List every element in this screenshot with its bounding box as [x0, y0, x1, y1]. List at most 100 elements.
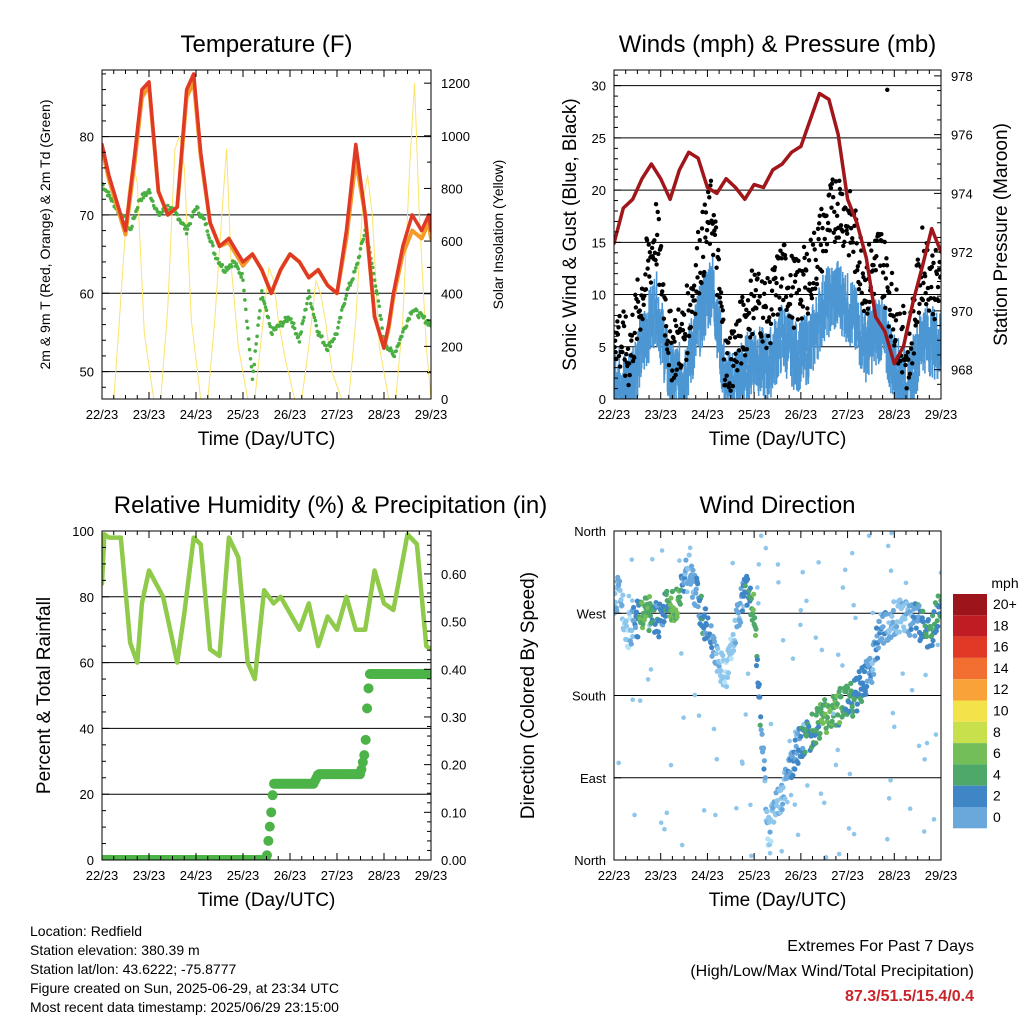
direction-marker [763, 545, 769, 551]
direction-marker [664, 810, 670, 816]
gust-marker [725, 351, 730, 356]
station-info: Location: Redfield Station elevation: 38… [30, 922, 339, 1017]
gust-marker [883, 276, 889, 281]
gust-marker [837, 186, 843, 192]
gust-marker [781, 297, 786, 303]
direction-marker [614, 590, 618, 597]
direction-marker [619, 602, 625, 608]
gust-marker [731, 363, 736, 369]
gust-marker [933, 247, 938, 253]
legend-label: 2 [993, 788, 1001, 804]
gust-marker [852, 223, 857, 228]
direction-marker [616, 760, 621, 766]
direction-marker [844, 685, 851, 691]
direction-marker [819, 647, 825, 653]
direction-marker [934, 618, 940, 624]
y2-tick-label: 400 [441, 287, 463, 302]
direction-marker [806, 724, 812, 730]
gust-marker [676, 307, 681, 312]
gust-marker [804, 268, 809, 273]
gust-marker [773, 293, 779, 298]
direction-marker [933, 732, 939, 737]
dew-point-marker [422, 314, 427, 319]
direction-marker [823, 725, 829, 731]
x-tick-label: 23/23 [133, 868, 166, 883]
direction-marker [637, 698, 643, 703]
direction-marker [733, 617, 739, 623]
direction-marker [849, 703, 855, 710]
gust-marker [905, 349, 910, 355]
direction-marker [861, 668, 867, 675]
y-tick-label: 60 [80, 286, 94, 301]
gust-marker [679, 321, 685, 327]
direction-marker [677, 601, 683, 607]
gust-marker [778, 248, 783, 253]
y2-axis-label: Station Pressure (Maroon) [991, 123, 1012, 346]
direction-marker [683, 557, 689, 563]
dew-point-marker [351, 277, 355, 281]
gust-marker [917, 301, 922, 307]
direction-marker [780, 637, 786, 643]
gust-marker [827, 192, 832, 197]
dew-point-marker [141, 195, 146, 200]
direction-marker [617, 587, 623, 593]
dew-point-marker [311, 312, 316, 317]
gust-marker [663, 297, 668, 302]
direction-marker [755, 585, 760, 590]
gust-marker [748, 335, 753, 340]
gust-marker [747, 327, 752, 332]
gust-marker [638, 327, 643, 332]
direction-marker [761, 766, 767, 772]
dew-point-marker [338, 315, 343, 320]
direction-marker [768, 721, 774, 727]
direction-marker [879, 635, 885, 642]
gust-marker [623, 373, 628, 378]
gust-marker [734, 359, 739, 365]
dew-point-marker [346, 286, 351, 290]
gust-marker [890, 327, 896, 332]
gust-marker [732, 335, 738, 340]
gust-marker [762, 291, 767, 297]
direction-marker [851, 831, 857, 837]
gust-marker [900, 324, 905, 330]
gust-marker [691, 283, 697, 288]
dew-point-marker [260, 295, 265, 300]
dew-point-marker [255, 334, 259, 339]
direction-marker [875, 645, 882, 651]
direction-marker [800, 745, 806, 751]
direction-marker [698, 593, 704, 599]
dew-point-marker [317, 330, 321, 335]
dew-point-marker [307, 294, 312, 299]
direction-marker [771, 819, 777, 825]
extremes-info: Extremes For Past 7 Days (High/Low/Max W… [690, 934, 974, 1009]
dew-point-marker [249, 364, 254, 369]
dew-point-marker [301, 319, 305, 323]
x-tick-label: 23/23 [644, 868, 677, 883]
direction-marker [741, 593, 747, 599]
direction-marker [685, 589, 690, 595]
gust-marker [817, 213, 822, 219]
x-tick-label: 25/23 [227, 868, 260, 883]
gust-marker [886, 324, 891, 329]
direction-marker [935, 593, 941, 599]
gust-marker [756, 271, 761, 277]
gust-marker [915, 319, 920, 325]
gust-marker [688, 325, 693, 330]
direction-marker [894, 624, 900, 630]
direction-marker [632, 812, 637, 818]
gust-marker [786, 285, 791, 290]
gust-marker [769, 288, 775, 293]
direction-marker [742, 583, 748, 589]
x-tick-label: 27/23 [321, 868, 354, 883]
direction-marker [924, 740, 930, 746]
direction-marker [757, 722, 763, 728]
direction-marker [677, 558, 682, 563]
gust-marker [913, 323, 918, 328]
gust-marker [889, 270, 895, 276]
dew-point-marker [246, 337, 251, 341]
gust-marker [902, 310, 907, 316]
dew-point-marker [240, 271, 244, 276]
x-axis-label: Time (Day/UTC) [709, 429, 847, 450]
gust-marker [811, 280, 816, 286]
dew-point-marker [139, 198, 144, 203]
